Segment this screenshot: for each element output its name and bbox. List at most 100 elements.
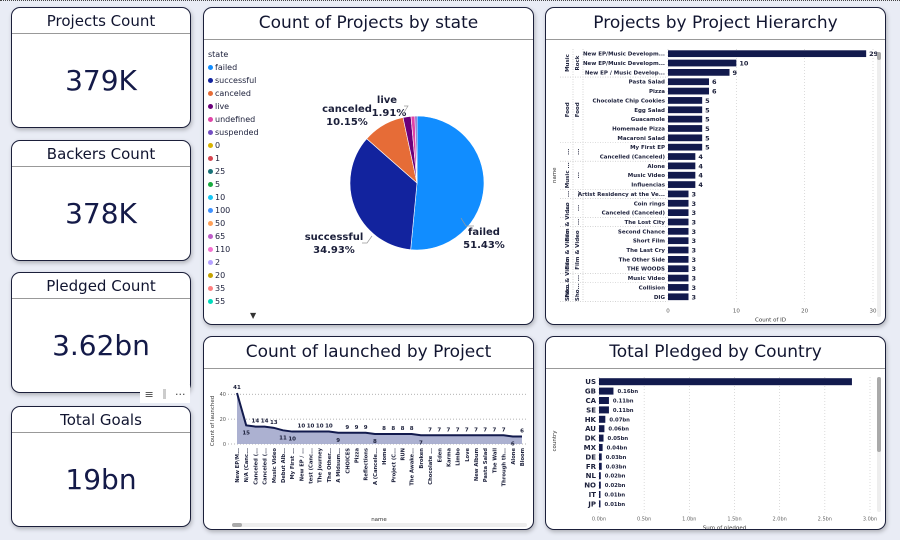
legend-label: 1 bbox=[215, 154, 221, 163]
data-label: 41 bbox=[233, 385, 241, 391]
data-label: 5 bbox=[705, 97, 710, 105]
kpi-card-backers-count[interactable]: Backers Count 378K bbox=[11, 140, 191, 261]
scrollbar-thumb[interactable] bbox=[877, 52, 881, 60]
legend-scroll-down-icon[interactable]: ▼ bbox=[250, 311, 257, 320]
x-tick-label: Project (C... bbox=[391, 448, 397, 483]
bar bbox=[668, 69, 730, 76]
legend-item[interactable]: 2 bbox=[208, 256, 268, 269]
data-label: 15 bbox=[242, 430, 250, 436]
y-axis-title: country bbox=[552, 430, 558, 452]
x-tick-label: test (Canc... bbox=[309, 448, 315, 484]
bar bbox=[668, 265, 689, 273]
legend-item[interactable]: 10 bbox=[208, 191, 268, 204]
horizontal-scrollbar[interactable] bbox=[232, 523, 527, 527]
legend-item[interactable]: 110 bbox=[208, 243, 268, 256]
y-tick-label: JP bbox=[587, 500, 596, 508]
scrollbar-thumb[interactable] bbox=[232, 523, 242, 527]
legend-item[interactable]: 65 bbox=[208, 230, 268, 243]
legend-label: undefined bbox=[215, 115, 256, 124]
legend-item[interactable]: 50 bbox=[208, 217, 268, 230]
y-tick-label: AU bbox=[585, 425, 596, 433]
legend-label: canceled bbox=[215, 89, 251, 98]
data-label: 0.16bn bbox=[617, 389, 638, 395]
data-label: 9 bbox=[364, 425, 368, 431]
group-label-inner: ... bbox=[575, 149, 581, 155]
x-tick-label: 2.5bn bbox=[818, 517, 832, 523]
filter-icon[interactable]: ≡ bbox=[144, 387, 154, 401]
legend-item[interactable]: successful bbox=[208, 74, 268, 87]
legend-item[interactable]: canceled bbox=[208, 87, 268, 100]
legend-item[interactable]: suspended bbox=[208, 126, 268, 139]
legend-item[interactable]: 55 bbox=[208, 295, 268, 308]
data-label: 7 bbox=[465, 427, 469, 433]
data-label-percent: 34.93% bbox=[313, 245, 355, 256]
hierarchy-bar-chart-card[interactable]: Projects by Project Hierarchy 0 10 20 30 Cou… bbox=[545, 7, 886, 325]
bar bbox=[668, 237, 689, 245]
data-label: 0.01bn bbox=[605, 493, 626, 499]
data-label: 3 bbox=[692, 256, 697, 264]
vertical-scrollbar[interactable] bbox=[877, 377, 881, 512]
x-tick-label: Pasta Salad bbox=[483, 448, 489, 483]
y-tick-label: Collision bbox=[639, 285, 665, 291]
data-label: 8 bbox=[401, 426, 405, 432]
y-tick-label: HK bbox=[585, 416, 597, 424]
legend-label: live bbox=[215, 102, 230, 111]
legend-item[interactable]: 1 bbox=[208, 152, 268, 165]
x-tick-label: 2.0bn bbox=[773, 517, 787, 523]
data-label: 7 bbox=[493, 427, 497, 433]
data-label: 14 bbox=[252, 419, 260, 425]
data-label: 7 bbox=[474, 427, 478, 433]
launched-area-chart-card[interactable]: Count of launched by Project 0 20 40 Count … bbox=[203, 336, 534, 530]
group-label-inner: ... bbox=[575, 191, 581, 197]
chart-legend: state failed successful canceled live undefi… bbox=[208, 48, 268, 308]
legend-label: 10 bbox=[215, 193, 226, 202]
bar bbox=[668, 143, 703, 151]
vertical-scrollbar[interactable] bbox=[877, 52, 881, 317]
more-options-icon[interactable]: ··· bbox=[174, 387, 186, 401]
legend-item[interactable]: undefined bbox=[208, 113, 268, 126]
legend-item[interactable]: 35 bbox=[208, 282, 268, 295]
x-tick-label: Music Video bbox=[272, 448, 278, 484]
legend-item[interactable]: 100 bbox=[208, 204, 268, 217]
y-tick-label: New EP / Music Develop... bbox=[585, 70, 665, 76]
legend-label: 25 bbox=[215, 167, 226, 176]
group-label-outer: Music ... bbox=[565, 162, 571, 188]
group-label-inner: ... bbox=[575, 219, 581, 225]
pie-chart: failed 51.43% successful 34.93% canceled 10.1… bbox=[305, 95, 505, 256]
x-tick-label: Through th... bbox=[502, 448, 508, 486]
data-label: 7 bbox=[437, 427, 441, 433]
legend-label: 100 bbox=[215, 206, 231, 215]
pie-chart-card[interactable]: Count of Projects by state state failed s… bbox=[203, 7, 534, 325]
bar bbox=[599, 472, 601, 480]
y-tick-label: Chocolate Chip Cookies bbox=[593, 98, 666, 104]
data-label: 5 bbox=[705, 106, 710, 114]
legend-item[interactable]: 5 bbox=[208, 178, 268, 191]
kpi-card-pledged-count[interactable]: Pledged Count 3.62bn bbox=[11, 272, 191, 393]
legend-item[interactable]: 0 bbox=[208, 139, 268, 152]
legend-item[interactable]: 20 bbox=[208, 269, 268, 282]
kpi-title: Pledged Count bbox=[12, 273, 190, 299]
legend-label: failed bbox=[215, 63, 238, 72]
legend-item[interactable]: live bbox=[208, 100, 268, 113]
data-label: 5 bbox=[705, 134, 710, 142]
scrollbar-thumb[interactable] bbox=[877, 377, 881, 452]
y-tick-label: Cancelled (Canceled) bbox=[600, 155, 666, 161]
legend-marker bbox=[208, 195, 213, 200]
y-tick-label: Canceled (Canceled) bbox=[602, 211, 666, 217]
x-tick-label: A (Cancele... bbox=[373, 448, 379, 485]
legend-marker bbox=[208, 208, 213, 213]
y-tick-label: Artist Residency at the Ve... bbox=[578, 192, 665, 198]
bar bbox=[599, 387, 614, 395]
legend-item[interactable]: failed bbox=[208, 61, 268, 74]
y-tick-label: US bbox=[585, 378, 596, 386]
kpi-card-projects-count[interactable]: Projects Count 379K bbox=[11, 7, 191, 128]
data-label: 7 bbox=[502, 427, 506, 433]
group-label-inner: Food bbox=[575, 102, 581, 117]
country-bar-chart-card[interactable]: Total Pledged by Country 0.0bn 0.5bn 1.0bn… bbox=[545, 336, 886, 530]
group-label-outer: Film & Video bbox=[565, 202, 571, 242]
x-tick-label: 0 bbox=[666, 308, 670, 314]
kpi-card-total-goals[interactable]: Total Goals 19bn bbox=[11, 406, 191, 527]
bar bbox=[668, 256, 689, 263]
group-label-inner: ... bbox=[575, 205, 581, 211]
legend-item[interactable]: 25 bbox=[208, 165, 268, 178]
